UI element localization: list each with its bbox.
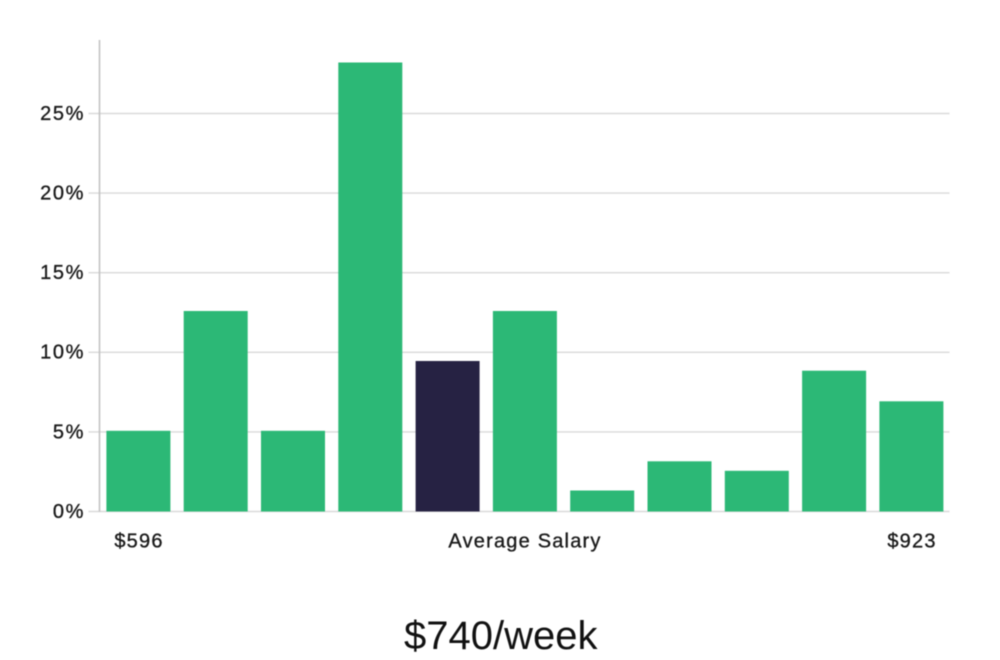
svg-text:5%: 5% (53, 421, 85, 443)
svg-text:$923: $923 (887, 531, 936, 553)
svg-text:15%: 15% (40, 262, 85, 284)
svg-text:$740/week: $740/week (404, 614, 598, 658)
svg-text:20%: 20% (40, 183, 85, 205)
svg-text:Average Salary: Average Salary (448, 531, 601, 553)
svg-text:10%: 10% (40, 342, 85, 364)
svg-text:$596: $596 (114, 531, 163, 553)
svg-text:0%: 0% (53, 501, 85, 523)
svg-text:25%: 25% (40, 103, 85, 125)
